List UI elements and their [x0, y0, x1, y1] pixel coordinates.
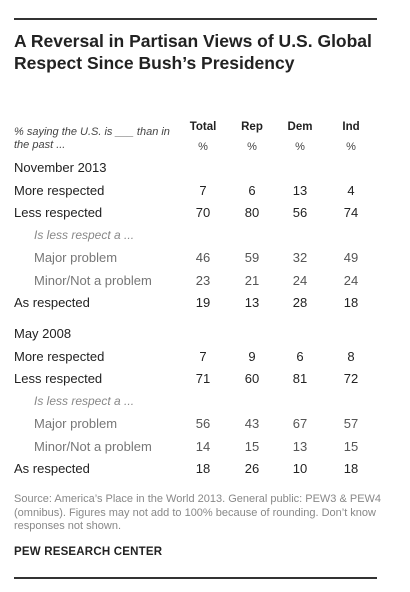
table-row: Less respected 71 60 81 72 [0, 371, 410, 389]
cell-ind: 72 [343, 371, 359, 387]
cell-total: 19 [195, 295, 211, 310]
column-unit-ind: % [346, 141, 356, 153]
cell-ind: 49 [343, 250, 359, 266]
row-label: As respected [14, 461, 90, 476]
cell-dem: 10 [292, 461, 308, 476]
cell-ind: 24 [343, 272, 359, 288]
row-label: As respected [14, 295, 90, 310]
cell-dem: 6 [296, 349, 304, 364]
cell-rep: 21 [244, 272, 260, 288]
column-unit-dem: % [295, 141, 305, 153]
cell-dem: 28 [292, 295, 308, 310]
table-row: Minor/Not a problem 14 15 13 15 [0, 439, 410, 457]
table-row: As respected 18 26 10 18 [0, 461, 410, 479]
cell-ind: 8 [347, 349, 355, 364]
cell-total: 56 [195, 416, 211, 432]
row-label: More respected [14, 349, 105, 364]
section-heading: May 2008 [14, 326, 72, 341]
cell-rep: 6 [248, 183, 256, 198]
table-row: More respected 7 9 6 8 [0, 349, 410, 367]
column-header-rep: Rep [241, 121, 263, 133]
cell-rep: 80 [244, 205, 260, 221]
cell-ind: 18 [343, 461, 359, 476]
cell-dem: 32 [292, 250, 308, 266]
cell-ind: 15 [343, 438, 359, 454]
column-unit-total: % [198, 141, 208, 153]
cell-dem: 13 [292, 183, 308, 198]
table-row: Major problem 56 43 67 57 [0, 416, 410, 434]
cell-total: 18 [195, 461, 211, 476]
cell-total: 7 [199, 349, 207, 364]
cell-total: 7 [199, 183, 207, 198]
bottom-rule [14, 577, 377, 579]
table-row: Less respected 70 80 56 74 [0, 205, 410, 223]
column-header-dem: Dem [287, 121, 313, 133]
table-note-row: Is less respect a ... [0, 228, 410, 246]
cell-dem: 56 [292, 205, 308, 221]
column-header-ind: Ind [342, 121, 360, 133]
cell-rep: 9 [248, 349, 256, 364]
cell-rep: 13 [244, 295, 260, 310]
row-label: Is less respect a ... [34, 393, 135, 408]
cell-ind: 18 [343, 295, 359, 310]
cell-total: 23 [195, 272, 211, 288]
cell-ind: 57 [343, 416, 359, 432]
cell-ind: 4 [347, 183, 355, 198]
row-label: Less respected [14, 371, 103, 387]
row-label: Minor/Not a problem [34, 272, 152, 288]
source-note: Source: America’s Place in the World 201… [14, 493, 382, 532]
table-row: Minor/Not a problem 23 21 24 24 [0, 273, 410, 291]
cell-rep: 26 [244, 461, 260, 476]
row-label: Major problem [34, 250, 118, 266]
cell-ind: 74 [343, 205, 359, 221]
cell-dem: 81 [292, 371, 308, 387]
table-note-row: Is less respect a ... [0, 394, 410, 412]
cell-dem: 24 [292, 272, 308, 288]
cell-total: 46 [195, 250, 211, 266]
row-label: Minor/Not a problem [34, 438, 152, 454]
cell-total: 70 [195, 205, 211, 221]
chart-title: A Reversal in Partisan Views of U.S. Glo… [14, 31, 372, 73]
cell-dem: 67 [292, 416, 308, 432]
cell-total: 71 [195, 371, 211, 387]
organization-credit: PEW RESEARCH CENTER [14, 546, 163, 558]
row-label: More respected [14, 183, 105, 198]
column-unit-rep: % [247, 141, 257, 153]
cell-rep: 60 [244, 371, 260, 387]
cell-total: 14 [195, 438, 211, 454]
row-header-label: % saying the U.S. is ___ than in the pas… [14, 126, 170, 151]
cell-rep: 43 [244, 416, 260, 432]
cell-rep: 15 [244, 438, 260, 454]
table-row: Major problem 46 59 32 49 [0, 250, 410, 268]
cell-rep: 59 [244, 250, 260, 266]
top-rule [14, 18, 377, 20]
column-header-total: Total [189, 121, 217, 133]
cell-dem: 13 [292, 438, 308, 454]
row-label: Major problem [34, 416, 118, 432]
table-row: As respected 19 13 28 18 [0, 295, 410, 313]
row-label: Less respected [14, 205, 103, 221]
section-heading: November 2013 [14, 160, 107, 175]
row-label: Is less respect a ... [34, 227, 135, 242]
table-row: More respected 7 6 13 4 [0, 183, 410, 201]
